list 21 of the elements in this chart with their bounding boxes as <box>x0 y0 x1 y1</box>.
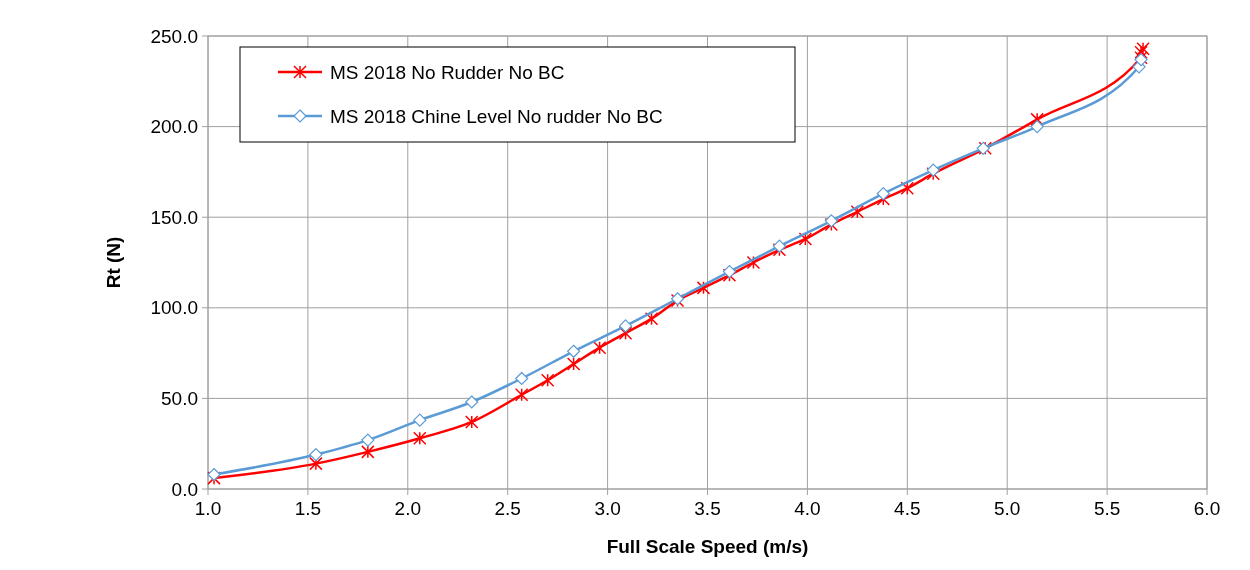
y-tick-label: 200.0 <box>150 116 198 138</box>
x-tick-label: 4.0 <box>794 498 821 519</box>
y-tick-label: 100.0 <box>150 297 198 319</box>
legend-label: MS 2018 No Rudder No BC <box>330 61 565 83</box>
x-tick-label: 4.5 <box>894 498 921 519</box>
y-tick-label: 50.0 <box>161 388 198 410</box>
x-tick-label: 5.5 <box>1093 498 1121 519</box>
y-tick-label: 150.0 <box>150 206 198 228</box>
y-tick-label: 0.0 <box>171 478 198 500</box>
x-tick-label: 6.0 <box>1193 498 1221 519</box>
x-tick-label: 1.5 <box>294 498 322 519</box>
y-tick-label: 250.0 <box>150 25 198 47</box>
x-tick-label: 1.0 <box>194 498 222 519</box>
legend-label: MS 2018 Chine Level No rudder No BC <box>330 105 663 127</box>
x-tick-label: 5.0 <box>993 498 1021 519</box>
y-axis-title: Rt (N) <box>103 236 124 289</box>
x-axis-title: Full Scale Speed (m/s) <box>606 536 809 557</box>
x-tick-label: 3.5 <box>694 498 721 519</box>
x-tick-label: 2.5 <box>494 498 521 519</box>
x-tick-label: 3.0 <box>594 498 621 519</box>
x-tick-label: 2.0 <box>394 498 422 519</box>
